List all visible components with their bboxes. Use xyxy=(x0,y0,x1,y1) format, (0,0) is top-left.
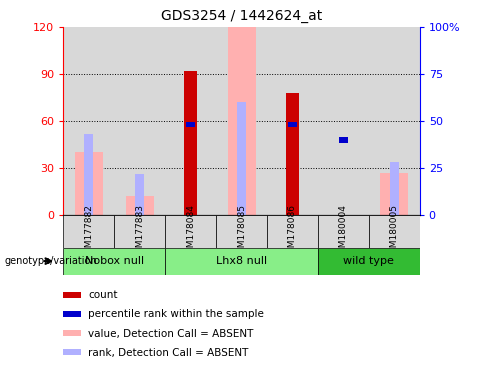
Bar xyxy=(63,27,114,215)
Bar xyxy=(237,102,246,215)
Text: genotype/variation: genotype/variation xyxy=(5,256,98,266)
Bar xyxy=(165,248,318,275)
Bar xyxy=(339,137,348,142)
Bar xyxy=(186,122,195,127)
Text: GSM180004: GSM180004 xyxy=(339,204,348,259)
Text: GSM178086: GSM178086 xyxy=(288,204,297,259)
Bar xyxy=(84,134,94,215)
Text: Lhx8 null: Lhx8 null xyxy=(216,256,267,266)
Bar xyxy=(135,174,144,215)
Bar xyxy=(318,215,369,248)
Text: GSM178085: GSM178085 xyxy=(237,204,246,259)
Bar xyxy=(63,311,81,317)
Title: GDS3254 / 1442624_at: GDS3254 / 1442624_at xyxy=(161,9,322,23)
Bar xyxy=(216,215,267,248)
Text: GSM177883: GSM177883 xyxy=(135,204,144,259)
Bar xyxy=(369,27,420,215)
Bar xyxy=(369,215,420,248)
Bar xyxy=(389,162,399,215)
Text: rank, Detection Call = ABSENT: rank, Detection Call = ABSENT xyxy=(88,348,249,358)
Bar xyxy=(114,27,165,215)
Bar xyxy=(63,349,81,355)
Text: percentile rank within the sample: percentile rank within the sample xyxy=(88,310,264,319)
Bar xyxy=(267,27,318,215)
Bar xyxy=(63,248,165,275)
Text: Nobox null: Nobox null xyxy=(85,256,144,266)
Bar xyxy=(63,292,81,298)
Bar xyxy=(165,27,216,215)
Bar xyxy=(286,93,299,215)
Bar xyxy=(216,27,267,215)
Text: GSM178084: GSM178084 xyxy=(186,204,195,259)
Bar xyxy=(380,173,408,215)
Bar xyxy=(63,215,114,248)
Bar xyxy=(318,248,420,275)
Bar xyxy=(227,27,256,215)
Bar xyxy=(267,215,318,248)
Bar xyxy=(63,330,81,336)
Text: GSM180005: GSM180005 xyxy=(390,204,399,259)
Text: GSM177882: GSM177882 xyxy=(84,204,93,259)
Bar xyxy=(126,196,154,215)
Bar xyxy=(165,215,216,248)
Text: wild type: wild type xyxy=(344,256,394,266)
Bar xyxy=(184,71,197,215)
Bar xyxy=(288,122,297,127)
Bar xyxy=(318,27,369,215)
Text: count: count xyxy=(88,290,118,300)
Bar xyxy=(114,215,165,248)
Bar xyxy=(75,152,103,215)
Text: value, Detection Call = ABSENT: value, Detection Call = ABSENT xyxy=(88,329,254,339)
